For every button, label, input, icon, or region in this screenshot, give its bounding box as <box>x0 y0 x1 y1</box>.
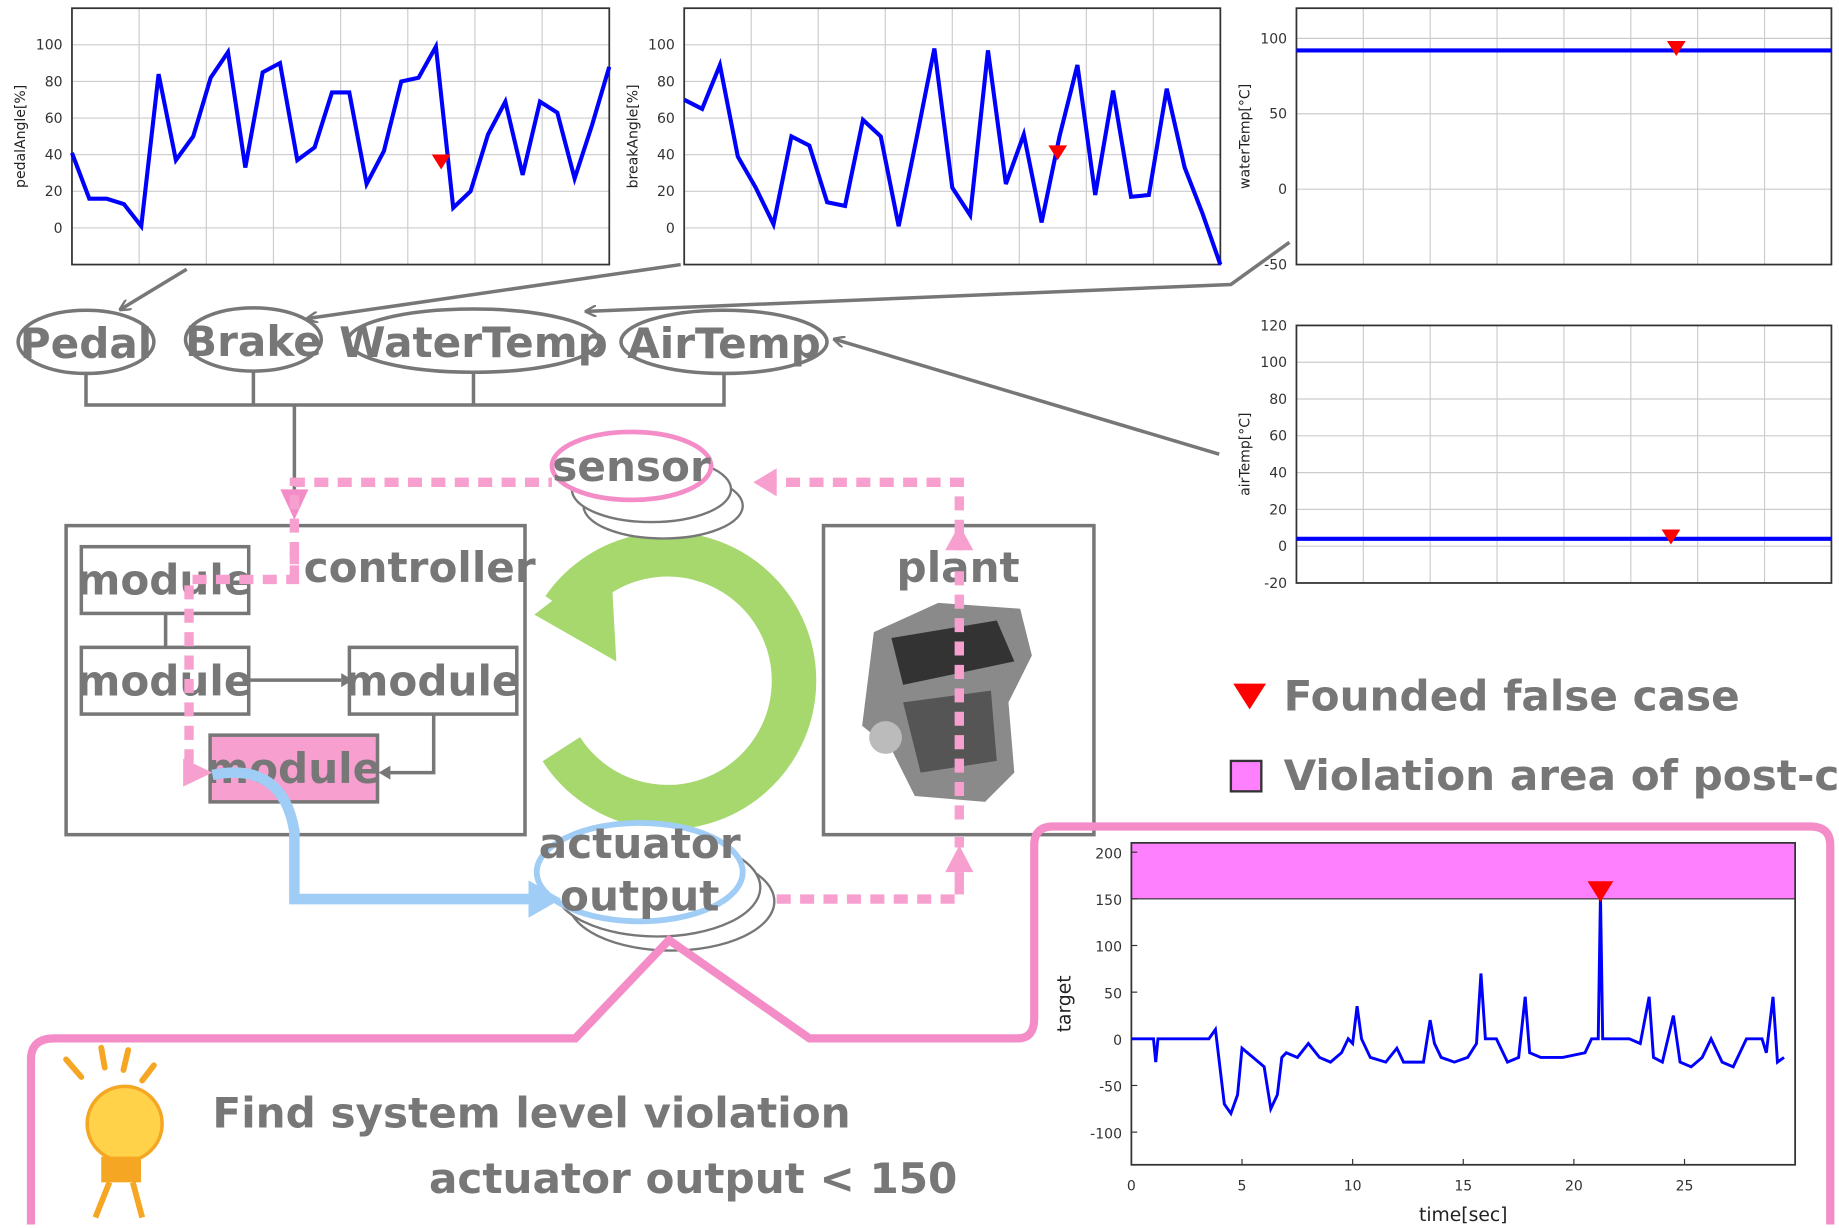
y-tick-label: 50 <box>1104 986 1122 1002</box>
y-tick-label: 0 <box>54 221 63 237</box>
legend-marker <box>1233 683 1267 710</box>
data-line <box>683 48 1223 266</box>
false-case-marker <box>1587 881 1614 902</box>
false-case-marker <box>1666 41 1686 57</box>
y-tick-label: 200 <box>1095 846 1122 862</box>
y-tick-label: 20 <box>45 184 63 200</box>
callout-frame <box>26 822 1835 1225</box>
y-axis-label: breakAngle[%] <box>625 84 641 188</box>
y-tick-label: 60 <box>657 111 675 127</box>
loop-arrow <box>542 532 817 830</box>
y-tick-label: -50 <box>1099 1080 1122 1096</box>
loop-arrow-head <box>534 556 617 662</box>
connectors <box>84 240 1291 492</box>
false-case-marker <box>431 154 451 170</box>
x-tick-label: 20 <box>1565 1179 1583 1195</box>
actuator-label: output <box>560 872 719 921</box>
bulb-icon <box>63 1044 164 1219</box>
y-tick-label: 100 <box>648 38 675 54</box>
sensor-ellipse <box>549 429 714 503</box>
y-axis-label: pedalAngle[%] <box>13 85 29 188</box>
callout-text: actuator output < 150 <box>429 1154 957 1203</box>
actuator-ellipse <box>533 820 746 925</box>
output-path <box>211 767 529 905</box>
y-tick-label: 150 <box>1095 893 1122 909</box>
y-tick-label: 0 <box>1278 182 1287 198</box>
arrow-head <box>753 468 777 497</box>
y-tick-label: 80 <box>657 74 675 90</box>
x-tick-label: 5 <box>1238 1179 1247 1195</box>
y-tick-label: 0 <box>1278 539 1287 555</box>
y-tick-label: 60 <box>45 111 63 127</box>
input-label: WaterTemp <box>339 318 608 367</box>
data-line <box>1131 894 1785 1117</box>
input-label: Pedal <box>20 319 152 368</box>
y-tick-label: 20 <box>657 184 675 200</box>
input-label: Brake <box>185 317 322 366</box>
x-tick-label: 25 <box>1676 1179 1694 1195</box>
false-case-marker <box>1048 145 1068 161</box>
engine-image <box>862 602 1032 802</box>
y-tick-label: 80 <box>1269 392 1287 408</box>
y-tick-label: 20 <box>1269 502 1287 518</box>
diagram: Pedal Brake WaterTemp AirTemp controller… <box>16 240 1839 1225</box>
arrow-head <box>945 845 974 873</box>
module-label: module <box>76 656 252 705</box>
y-tick-label: 60 <box>1269 429 1287 445</box>
plot-frame <box>71 7 611 266</box>
false-case-marker <box>1661 529 1681 545</box>
y-tick-label: -50 <box>1264 257 1287 273</box>
module-boxes <box>79 544 519 804</box>
y-tick-label: 40 <box>45 148 63 164</box>
y-axis-label: waterTemp[°C] <box>1238 84 1254 189</box>
legend-area <box>1229 759 1263 793</box>
x-axis-label: time[sec] <box>1419 1205 1507 1226</box>
y-tick-label: 100 <box>1260 355 1287 371</box>
arrow-head <box>341 673 353 688</box>
module-label: module <box>345 656 521 705</box>
y-tick-label: 120 <box>1260 318 1287 334</box>
arrow-head <box>945 524 974 551</box>
plot-frame <box>1130 841 1797 1166</box>
controller-label: controller <box>304 543 536 592</box>
y-tick-label: -20 <box>1264 576 1287 592</box>
y-tick-label: 0 <box>1113 1033 1122 1049</box>
plot-frame <box>1295 324 1833 584</box>
arrow-head <box>183 758 213 787</box>
legend-label: Founded false case <box>1284 672 1740 721</box>
data-line <box>70 39 612 232</box>
callout-text: Find system level violation <box>212 1088 850 1137</box>
charts: 020406080100pedalAngle[%]020406080100bre… <box>13 7 1833 1226</box>
arrow-head <box>528 880 562 918</box>
y-axis-label: airTemp[°C] <box>1238 412 1254 495</box>
violation-band <box>1130 842 1796 900</box>
y-tick-label: 80 <box>45 74 63 90</box>
sensor-label: sensor <box>552 442 711 491</box>
y-tick-label: 50 <box>1269 107 1287 123</box>
actuator-label: actuator <box>539 819 741 868</box>
plot-frame <box>1295 7 1833 266</box>
plot-frame <box>683 7 1222 266</box>
y-tick-label: 40 <box>1269 466 1287 482</box>
y-tick-label: -100 <box>1090 1126 1122 1142</box>
y-tick-label: 100 <box>1095 940 1122 956</box>
y-tick-label: 100 <box>36 38 63 54</box>
x-tick-label: 10 <box>1344 1179 1362 1195</box>
x-tick-label: 15 <box>1454 1179 1472 1195</box>
input-label: AirTemp <box>627 319 821 368</box>
x-tick-label: 0 <box>1127 1179 1136 1195</box>
y-tick-label: 0 <box>666 221 675 237</box>
arrow-head <box>378 765 391 780</box>
input-ellipses <box>16 306 829 376</box>
y-tick-label: 40 <box>657 148 675 164</box>
y-tick-label: 100 <box>1260 31 1287 47</box>
legend-label: Violation area of post-condition <box>1284 751 1839 800</box>
y-axis-label: target <box>1055 975 1076 1032</box>
